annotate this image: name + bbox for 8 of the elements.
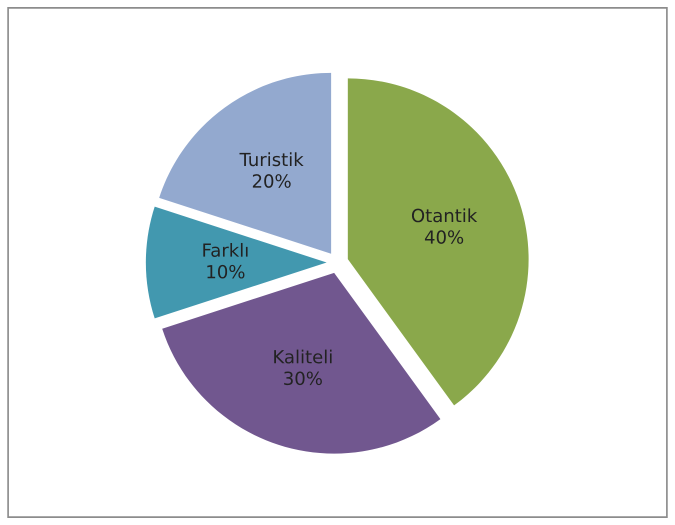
- data-label: 10%: [207, 264, 244, 279]
- slice-label: Farklı: [203, 242, 248, 257]
- slice-label: Kaliteli: [274, 350, 332, 364]
- data-label: 20%: [252, 174, 291, 188]
- slice-label: Turistik: [239, 152, 304, 166]
- data-label: 30%: [284, 371, 322, 386]
- data-label: 40%: [424, 230, 464, 244]
- slice-label: Otantik: [412, 208, 478, 222]
